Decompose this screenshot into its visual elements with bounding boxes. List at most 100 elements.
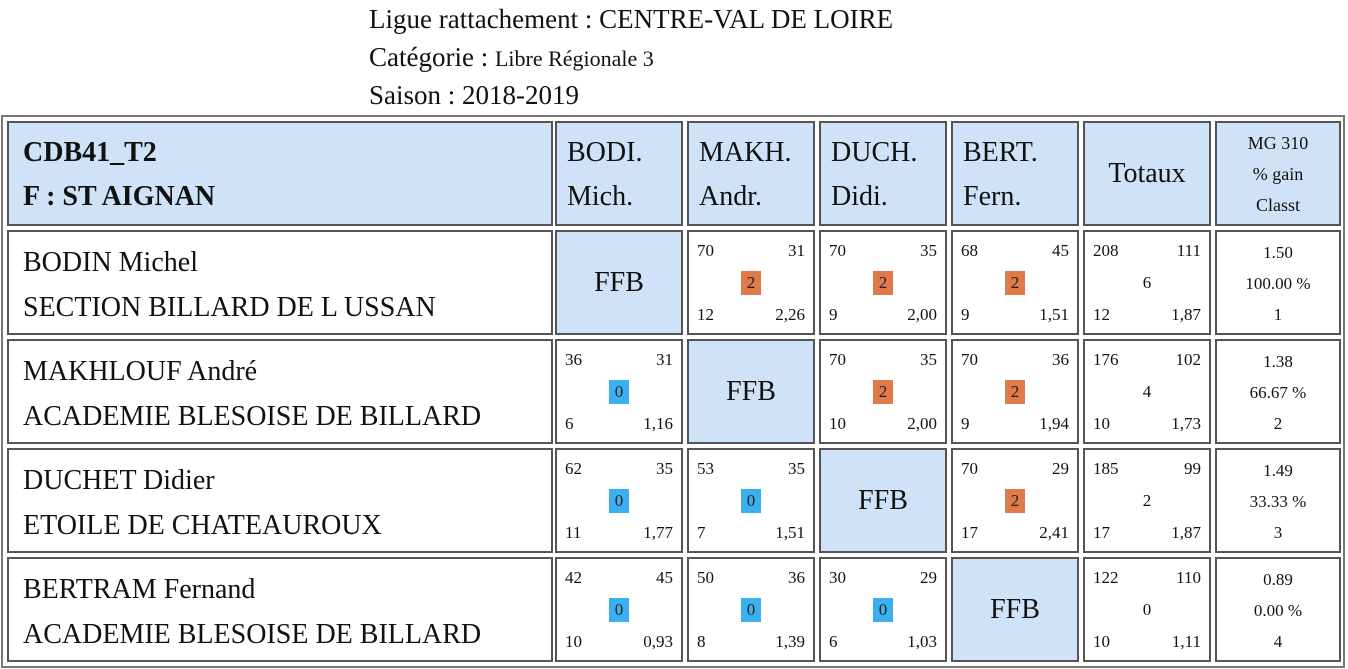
- match-points: 62: [565, 459, 582, 478]
- match-average: 1,77: [643, 523, 673, 542]
- match-cell-vs-duchet: 70 35 2 9 2,00: [819, 230, 947, 335]
- self-match-cell: FFB: [555, 230, 683, 335]
- match-cell-vs-makhlouf: 70 31 2 12 2,26: [687, 230, 815, 335]
- general-average: 0.89: [1263, 570, 1293, 589]
- ligue-line: Ligue rattachement : CENTRE-VAL DE LOIRE: [369, 0, 893, 38]
- player-name: BERTRAM Fernand: [23, 574, 256, 605]
- player-name: DUCHET Didier: [23, 465, 215, 496]
- match-average: 2,41: [1039, 523, 1069, 542]
- stats-cell: 1.50 100.00 % 1: [1215, 230, 1341, 335]
- loss-badge: 0: [609, 597, 629, 622]
- match-opponent-points: 35: [788, 459, 805, 478]
- match-reprises: 12: [697, 305, 714, 324]
- column-header-lastname: BERT.: [963, 137, 1038, 168]
- loss-badge: 0: [873, 597, 893, 622]
- total-average: 1,11: [1171, 632, 1201, 651]
- match-average: 1,51: [1039, 305, 1069, 324]
- totaux-header: Totaux: [1083, 121, 1211, 226]
- match-points: 70: [961, 350, 978, 369]
- match-reprises: 8: [697, 632, 706, 651]
- match-result-wrap: 0: [609, 488, 629, 513]
- competition-location: F : ST AIGNAN: [23, 181, 216, 212]
- player-cell: BODIN Michel SECTION BILLARD DE L USSAN: [7, 230, 553, 335]
- self-match-cell: FFB: [951, 557, 1079, 662]
- stats-cell: 1.49 33.33 % 3: [1215, 448, 1341, 553]
- column-header-bodin: BODI. Mich.: [555, 121, 683, 226]
- categorie-line: Catégorie : Libre Régionale 3: [369, 38, 893, 76]
- column-header-firstname: Fern.: [963, 181, 1022, 212]
- match-cell-vs-bertram: 70 29 2 17 2,41: [951, 448, 1079, 553]
- match-reprises: 6: [829, 632, 838, 651]
- column-header-firstname: Didi.: [831, 181, 888, 212]
- match-points: 70: [697, 241, 714, 260]
- column-header-duchet: DUCH. Didi.: [819, 121, 947, 226]
- match-result-wrap: 0: [741, 488, 761, 513]
- totaux-label: Totaux: [1108, 157, 1186, 189]
- page-header: Ligue rattachement : CENTRE-VAL DE LOIRE…: [369, 0, 893, 114]
- match-result-wrap: 0: [609, 597, 629, 622]
- match-average: 1,03: [907, 632, 937, 651]
- match-points: 68: [961, 241, 978, 260]
- total-match-points: 4: [1142, 381, 1152, 401]
- win-percentage: 0.00 %: [1253, 601, 1303, 620]
- total-points: 185: [1093, 459, 1119, 478]
- ranking: 2: [1273, 414, 1283, 433]
- match-opponent-points: 31: [656, 350, 673, 369]
- total-match-points: 6: [1142, 272, 1152, 292]
- player-name: BODIN Michel: [23, 247, 198, 278]
- totals-cell: 176 102 4 10 1,73: [1083, 339, 1211, 444]
- match-result-wrap: 2: [873, 379, 893, 404]
- win-badge: 2: [873, 270, 893, 295]
- match-reprises: 7: [697, 523, 706, 542]
- categorie-label: Catégorie :: [369, 42, 495, 72]
- self-label: FFB: [726, 375, 776, 407]
- stats-cell: 1.38 66.67 % 2: [1215, 339, 1341, 444]
- match-points: 70: [829, 241, 846, 260]
- match-reprises: 10: [565, 632, 582, 651]
- match-cell-vs-bertram: 70 36 2 9 1,94: [951, 339, 1079, 444]
- match-points: 30: [829, 568, 846, 587]
- match-opponent-points: 45: [656, 568, 673, 587]
- player-cell: DUCHET Didier ETOILE DE CHATEAUROUX: [7, 448, 553, 553]
- total-points: 122: [1093, 568, 1119, 587]
- match-cell-vs-makhlouf: 50 36 0 8 1,39: [687, 557, 815, 662]
- match-result-wrap: 2: [1005, 270, 1025, 295]
- match-result-wrap: 0: [741, 597, 761, 622]
- self-label: FFB: [594, 266, 644, 298]
- match-points: 36: [565, 350, 582, 369]
- match-result-wrap: 0: [609, 379, 629, 404]
- match-reprises: 9: [961, 414, 970, 433]
- column-header-lastname: MAKH.: [699, 137, 792, 168]
- win-percentage: 33.33 %: [1249, 492, 1307, 511]
- total-opponent-points: 110: [1176, 568, 1201, 587]
- total-match-points: 2: [1142, 490, 1152, 510]
- match-average: 1,16: [643, 414, 673, 433]
- match-points: 53: [697, 459, 714, 478]
- column-header-makhlouf: MAKH. Andr.: [687, 121, 815, 226]
- match-cell-vs-bodin: 36 31 0 6 1,16: [555, 339, 683, 444]
- total-result-wrap: 2: [1143, 491, 1152, 511]
- match-points: 70: [829, 350, 846, 369]
- match-points: 42: [565, 568, 582, 587]
- mg-header-line1: MG 310: [1247, 133, 1309, 153]
- match-average: 2,00: [907, 305, 937, 324]
- column-header-firstname: Mich.: [567, 181, 634, 212]
- ranking: 1: [1273, 305, 1283, 324]
- general-average: 1.49: [1263, 461, 1293, 480]
- match-cell-vs-bodin: 62 35 0 11 1,77: [555, 448, 683, 553]
- self-label: FFB: [858, 484, 908, 516]
- win-percentage: 100.00 %: [1245, 274, 1311, 293]
- match-reprises: 9: [961, 305, 970, 324]
- player-club: SECTION BILLARD DE L USSAN: [23, 292, 436, 323]
- match-opponent-points: 45: [1052, 241, 1069, 260]
- total-reprises: 12: [1093, 305, 1110, 324]
- win-percentage: 66.67 %: [1249, 383, 1307, 402]
- loss-badge: 0: [741, 488, 761, 513]
- column-header-firstname: Andr.: [699, 181, 762, 212]
- match-average: 1,39: [775, 632, 805, 651]
- match-points: 70: [961, 459, 978, 478]
- ligue-value: CENTRE-VAL DE LOIRE: [599, 4, 894, 34]
- ranking: 4: [1273, 632, 1283, 651]
- match-cell-vs-duchet: 70 35 2 10 2,00: [819, 339, 947, 444]
- total-reprises: 10: [1093, 414, 1110, 433]
